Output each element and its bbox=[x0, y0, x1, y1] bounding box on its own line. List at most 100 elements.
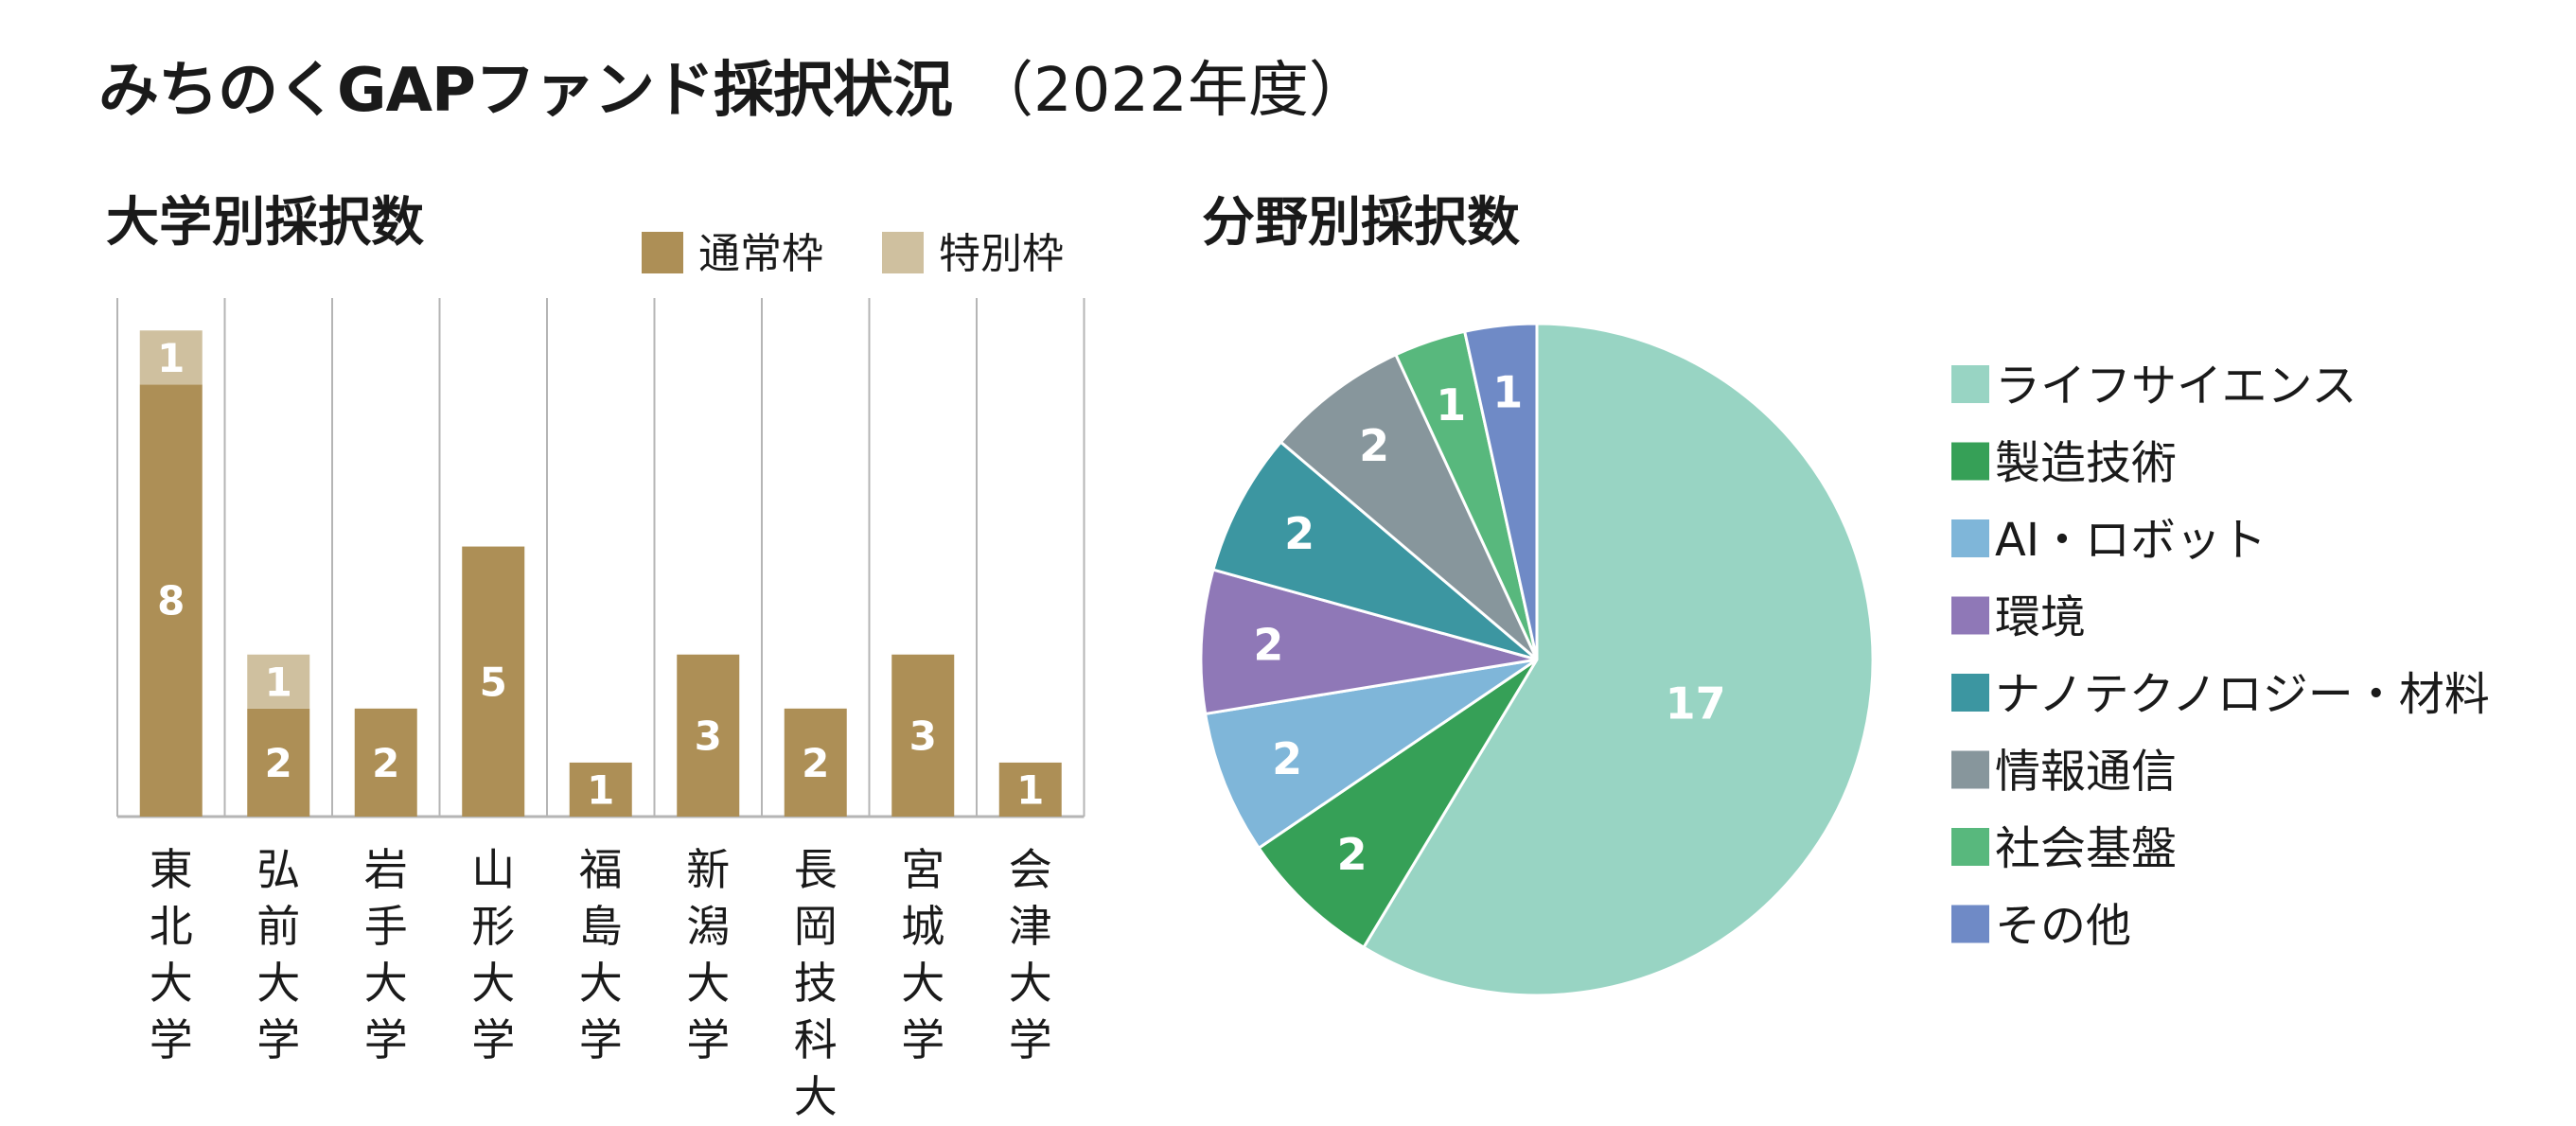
pie-legend-swatch-2 bbox=[1951, 519, 1989, 557]
pie-legend-item-1: 製造技術 bbox=[1951, 437, 2177, 490]
legend-item-0: 通常枠 bbox=[642, 230, 823, 278]
svg-text:岡: 岡 bbox=[794, 901, 838, 952]
svg-text:弘: 弘 bbox=[256, 844, 300, 895]
main-subtitle: （2022年度） bbox=[972, 56, 1369, 126]
x-tick-label-5: 新潟大学新潟大学 bbox=[686, 844, 730, 1065]
pie-value-label-5: 2 bbox=[1359, 420, 1389, 471]
svg-text:大: 大 bbox=[256, 958, 300, 1009]
pie-legend-item-2: AI・ロボット bbox=[1951, 514, 2267, 567]
x-tick-label-1: 弘前大学弘前大学 bbox=[256, 844, 300, 1065]
pie-slice-0 bbox=[1361, 322, 1875, 997]
bar-3-0 bbox=[462, 546, 525, 817]
svg-text:福: 福 bbox=[579, 844, 623, 895]
pie-value-label-2: 2 bbox=[1272, 733, 1302, 784]
pie-value-label-7: 1 bbox=[1492, 367, 1523, 418]
svg-text:岩: 岩 bbox=[364, 844, 408, 895]
main-title: みちのくGAPファンド採択状況 bbox=[98, 56, 953, 126]
bar-5-0 bbox=[677, 654, 740, 817]
pie-value-label-3: 2 bbox=[1253, 620, 1283, 671]
chart-title-block: みちのくGAPファンド採択状況 （2022年度） bbox=[98, 45, 1369, 136]
pie-legend-item-7: その他 bbox=[1951, 900, 2131, 953]
legend-label-1: 特別枠 bbox=[939, 230, 1064, 278]
pie-legend-label-3: 環境 bbox=[1995, 591, 2086, 644]
bar-value-label-4-0: 1 bbox=[587, 766, 614, 813]
bar-value-label-2-0: 2 bbox=[372, 740, 399, 786]
pie-legend-swatch-4 bbox=[1951, 674, 1989, 712]
bar-0-1 bbox=[139, 330, 203, 385]
pie-legend-swatch-5 bbox=[1951, 750, 1989, 789]
x-tick-label-3: 山形大学山形大学 bbox=[471, 844, 515, 1065]
pie-legend-item-0: ライフサイエンス bbox=[1951, 360, 2357, 413]
pie-legend-item-6: 社会基盤 bbox=[1951, 822, 2177, 875]
bar-1-1 bbox=[247, 654, 310, 709]
legend-swatch-1 bbox=[882, 232, 924, 273]
pie-legend-label-6: 社会基盤 bbox=[1995, 822, 2177, 875]
svg-text:学: 学 bbox=[364, 1014, 408, 1065]
bar-chart: 通常枠特別枠81東北大学東北大学21弘前大学弘前大学2岩手大学岩手大学5山形大学… bbox=[116, 230, 1085, 1122]
pie-slice-2 bbox=[1203, 658, 1538, 851]
pie-value-label-6: 1 bbox=[1436, 379, 1466, 431]
svg-text:学: 学 bbox=[686, 1014, 730, 1065]
x-tick-label-7: 宮城大学宮城大学 bbox=[901, 844, 944, 1065]
svg-text:技: 技 bbox=[794, 958, 838, 1009]
pie-value-label-1: 2 bbox=[1337, 829, 1367, 880]
svg-text:学: 学 bbox=[256, 1014, 300, 1065]
svg-text:学: 学 bbox=[579, 1014, 623, 1065]
bar-value-label-1-1: 1 bbox=[265, 659, 292, 705]
pie-legend-item-4: ナノテクノロジー・材料 bbox=[1951, 668, 2490, 721]
x-tick-label-0: 東北大学東北大学 bbox=[150, 844, 193, 1065]
x-tick-label-8: 会津大学会津大学 bbox=[1009, 844, 1052, 1065]
bar-legend: 通常枠 特別枠 bbox=[642, 230, 1064, 278]
bar-4-0 bbox=[569, 762, 632, 817]
svg-text:大: 大 bbox=[1009, 958, 1052, 1009]
bar-value-label-0-0: 8 bbox=[157, 578, 185, 625]
pie-slice-1 bbox=[1257, 658, 1539, 950]
bar-value-label-1-0: 2 bbox=[265, 740, 292, 786]
pie-legend-label-0: ライフサイエンス bbox=[1995, 360, 2357, 413]
legend-swatch-0 bbox=[642, 232, 683, 273]
svg-text:新: 新 bbox=[686, 844, 730, 895]
pie-legend-label-1: 製造技術 bbox=[1995, 437, 2177, 490]
svg-text:形: 形 bbox=[471, 901, 515, 952]
svg-text:学: 学 bbox=[901, 1014, 944, 1065]
svg-text:大: 大 bbox=[150, 958, 193, 1009]
svg-text:学: 学 bbox=[471, 1014, 515, 1065]
bar-chart-title: 大学別採択数 bbox=[106, 192, 424, 254]
pie-legend-swatch-7 bbox=[1951, 905, 1989, 943]
svg-text:北: 北 bbox=[150, 901, 193, 952]
x-tick-label-2: 岩手大学岩手大学 bbox=[364, 844, 408, 1065]
svg-text:山: 山 bbox=[471, 844, 515, 895]
bar-value-label-5-0: 3 bbox=[695, 713, 722, 759]
pie-legend-label-7: その他 bbox=[1995, 900, 2131, 953]
pie-slice-4 bbox=[1211, 440, 1538, 661]
svg-text:大: 大 bbox=[901, 958, 944, 1009]
x-tick-label-4: 福島大学福島大学 bbox=[579, 844, 623, 1065]
bar-value-label-3-0: 5 bbox=[480, 659, 507, 705]
pie-legend-label-2: AI・ロボット bbox=[1995, 514, 2267, 567]
svg-text:学: 学 bbox=[1009, 1014, 1052, 1065]
bar-1-0 bbox=[247, 708, 310, 817]
svg-text:津: 津 bbox=[1009, 901, 1052, 952]
pie-slice-7 bbox=[1462, 322, 1539, 660]
bar-6-0 bbox=[784, 708, 847, 817]
svg-text:科: 科 bbox=[794, 1014, 838, 1065]
pie-legend-swatch-0 bbox=[1951, 365, 1989, 403]
svg-text:島: 島 bbox=[579, 901, 623, 952]
svg-text:城: 城 bbox=[901, 901, 944, 952]
pie-value-label-0: 17 bbox=[1666, 678, 1726, 730]
bar-value-label-6-0: 2 bbox=[802, 740, 829, 786]
pie-slice-3 bbox=[1199, 568, 1538, 716]
svg-text:大: 大 bbox=[686, 958, 730, 1009]
bar-7-0 bbox=[891, 654, 955, 817]
legend-item-1: 特別枠 bbox=[882, 230, 1064, 278]
bar-value-label-7-0: 3 bbox=[909, 713, 937, 759]
svg-text:会: 会 bbox=[1009, 844, 1052, 895]
bar-0-0 bbox=[139, 384, 203, 817]
bar-8-0 bbox=[998, 762, 1062, 817]
svg-text:大: 大 bbox=[471, 958, 515, 1009]
svg-text:大: 大 bbox=[364, 958, 408, 1009]
pie-legend-swatch-6 bbox=[1951, 828, 1989, 866]
svg-text:前: 前 bbox=[256, 901, 300, 952]
